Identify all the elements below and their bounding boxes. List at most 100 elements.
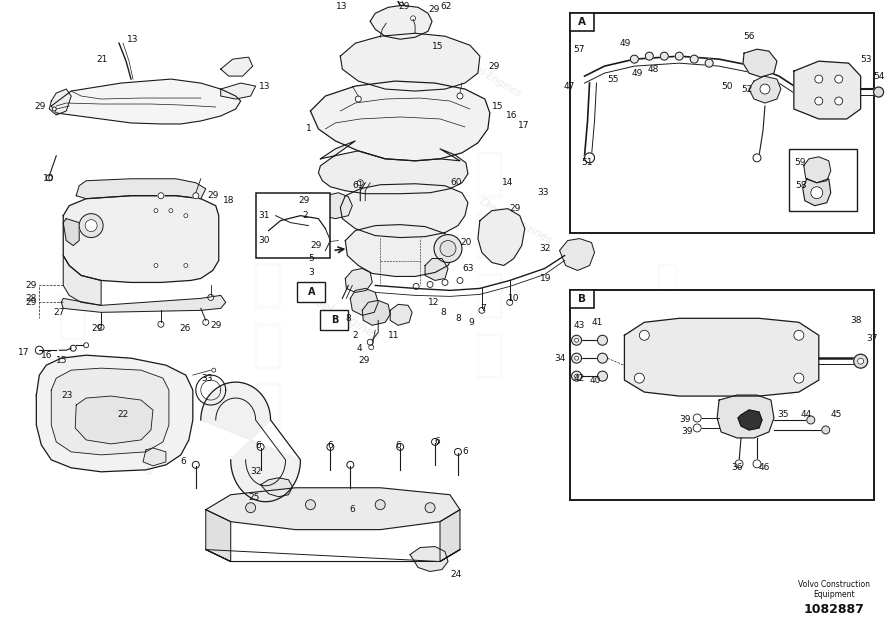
Circle shape [660, 52, 668, 60]
Text: 16: 16 [506, 111, 517, 121]
Polygon shape [410, 547, 448, 572]
Text: 18: 18 [222, 196, 234, 205]
Text: 柴
发
动
力: 柴 发 动 力 [252, 199, 283, 431]
Circle shape [154, 209, 158, 213]
Text: 2: 2 [303, 211, 308, 220]
Text: 24: 24 [450, 570, 461, 579]
Polygon shape [370, 5, 432, 39]
Text: 62: 62 [440, 2, 451, 11]
Text: 6: 6 [350, 505, 355, 514]
Text: 53: 53 [861, 55, 872, 64]
Polygon shape [390, 304, 412, 325]
Circle shape [585, 153, 595, 163]
Text: 21: 21 [96, 55, 108, 64]
Circle shape [46, 175, 53, 181]
Text: 8: 8 [345, 314, 351, 323]
Circle shape [79, 214, 103, 238]
Text: 8: 8 [455, 314, 461, 323]
Text: 29: 29 [298, 196, 310, 205]
Text: 20: 20 [460, 238, 472, 247]
Circle shape [858, 358, 863, 364]
Text: 9: 9 [468, 318, 473, 327]
Text: 柴
发
动
力: 柴 发 动 力 [655, 261, 678, 431]
Polygon shape [625, 318, 819, 396]
Circle shape [479, 308, 485, 313]
Circle shape [635, 373, 644, 383]
Text: 48: 48 [647, 65, 659, 74]
Circle shape [413, 284, 419, 289]
Circle shape [854, 354, 868, 368]
Circle shape [571, 353, 581, 363]
Text: 1: 1 [305, 125, 312, 133]
Text: 47: 47 [563, 82, 575, 91]
Polygon shape [77, 179, 206, 199]
Text: 56: 56 [743, 31, 755, 41]
Circle shape [184, 214, 188, 218]
Text: 15: 15 [432, 42, 443, 51]
Text: 58: 58 [795, 181, 806, 190]
Text: 33: 33 [538, 188, 549, 198]
Text: 30: 30 [259, 236, 270, 245]
Text: Diesel-Engines: Diesel-Engines [456, 54, 523, 99]
Polygon shape [206, 487, 460, 530]
Polygon shape [75, 396, 153, 444]
Text: 37: 37 [867, 334, 878, 343]
Polygon shape [61, 296, 226, 313]
Text: 25: 25 [248, 493, 260, 502]
Circle shape [212, 368, 215, 372]
Circle shape [193, 192, 198, 199]
Polygon shape [201, 382, 301, 502]
Circle shape [70, 345, 77, 351]
Circle shape [317, 240, 320, 245]
Polygon shape [804, 157, 830, 183]
Polygon shape [319, 192, 352, 219]
Circle shape [630, 55, 638, 63]
Polygon shape [478, 209, 525, 265]
Text: 44: 44 [801, 411, 812, 420]
Polygon shape [36, 355, 193, 472]
Polygon shape [340, 184, 468, 238]
Circle shape [639, 330, 650, 340]
Circle shape [794, 330, 804, 340]
Circle shape [794, 373, 804, 383]
Text: 8: 8 [440, 308, 446, 317]
Circle shape [169, 209, 173, 213]
Circle shape [735, 460, 743, 468]
Text: 12: 12 [428, 298, 440, 307]
Text: 40: 40 [589, 376, 601, 384]
Polygon shape [49, 89, 71, 115]
Text: 36: 36 [731, 464, 742, 472]
Text: 15: 15 [56, 355, 68, 365]
Text: 29: 29 [399, 2, 410, 11]
Text: 29: 29 [207, 191, 219, 200]
Polygon shape [425, 259, 448, 281]
Text: 17: 17 [18, 348, 29, 357]
Circle shape [835, 75, 843, 83]
Text: 6: 6 [255, 442, 262, 450]
Circle shape [305, 499, 315, 509]
Text: 59: 59 [794, 159, 805, 167]
Circle shape [440, 240, 456, 257]
Polygon shape [63, 255, 101, 305]
Circle shape [575, 374, 579, 378]
Polygon shape [440, 509, 460, 562]
Text: 29: 29 [311, 241, 322, 250]
Circle shape [158, 321, 164, 327]
Polygon shape [221, 83, 255, 99]
Text: 38: 38 [851, 316, 862, 325]
Polygon shape [351, 289, 378, 315]
Text: 26: 26 [179, 324, 190, 333]
Polygon shape [794, 61, 861, 119]
Circle shape [257, 443, 264, 450]
Circle shape [457, 93, 463, 99]
Circle shape [506, 299, 513, 305]
Text: 柴
发
动
力: 柴 发 动 力 [473, 148, 506, 381]
Circle shape [815, 97, 822, 105]
Text: 13: 13 [127, 35, 139, 44]
Circle shape [36, 346, 44, 354]
Circle shape [597, 371, 608, 381]
Text: 29: 29 [510, 204, 522, 213]
Polygon shape [717, 395, 774, 438]
Circle shape [410, 16, 416, 21]
Text: 39: 39 [681, 428, 692, 437]
